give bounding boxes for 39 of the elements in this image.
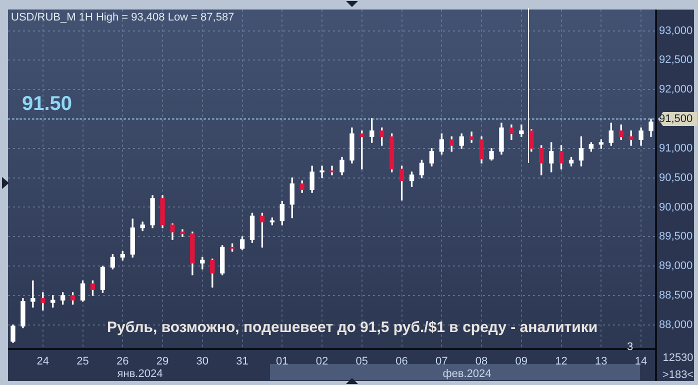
candlestick: [628, 130, 634, 146]
x-tick-label: 08: [475, 356, 488, 368]
candlestick: [320, 166, 324, 178]
y-tick-label: 88,500: [659, 290, 693, 302]
x-tick-label: 26: [116, 356, 129, 368]
candlestick: [30, 280, 36, 308]
x-tick-label: 09: [515, 356, 528, 368]
x-tick-label: 12: [555, 356, 568, 368]
annotation: 3: [626, 341, 634, 353]
text: 12530: [662, 352, 694, 364]
x-tick-label: 06: [396, 356, 408, 368]
y-tick-label: 92,000: [659, 84, 693, 96]
annotation: Рубль, возможно, подешевеет до 91,5 руб./$1 в среду - аналитики: [107, 319, 598, 336]
y-tick-label: 89,000: [659, 260, 693, 272]
x-tick-label: 05: [356, 356, 368, 368]
candlestick: [330, 166, 334, 176]
y-tick-label: 92,500: [659, 54, 693, 66]
x-tick-label: 25: [76, 356, 89, 368]
chart-title: USD/RUB_M 1H High = 93,408 Low = 87,587: [11, 12, 234, 24]
x-tick-label: 01: [276, 356, 288, 368]
annotation: 91.50: [22, 93, 72, 115]
x-tick-label: 24: [36, 356, 50, 368]
y-tick-label: 91,000: [659, 142, 693, 154]
y-tick-label: 89,500: [659, 230, 693, 243]
x-tick-label: 13: [595, 356, 608, 368]
text: янв.2024: [117, 368, 163, 380]
y-tick-label: 90,500: [659, 172, 693, 184]
x-tick-label: 31: [236, 356, 248, 368]
x-tick-label: 02: [316, 356, 328, 368]
x-tick-label: 30: [196, 356, 209, 368]
y-tick-label: 93,000: [659, 24, 693, 37]
x-tick-label: 07: [436, 356, 448, 368]
y-tick-label: 88,000: [659, 318, 693, 331]
text: >183<: [662, 369, 694, 381]
text: фев.2024: [442, 368, 492, 380]
y-tick-label: 91,500: [659, 113, 693, 126]
x-tick-label: 14: [634, 356, 648, 368]
y-tick-label: 90,000: [659, 201, 693, 214]
x-tick-label: 29: [156, 356, 169, 368]
